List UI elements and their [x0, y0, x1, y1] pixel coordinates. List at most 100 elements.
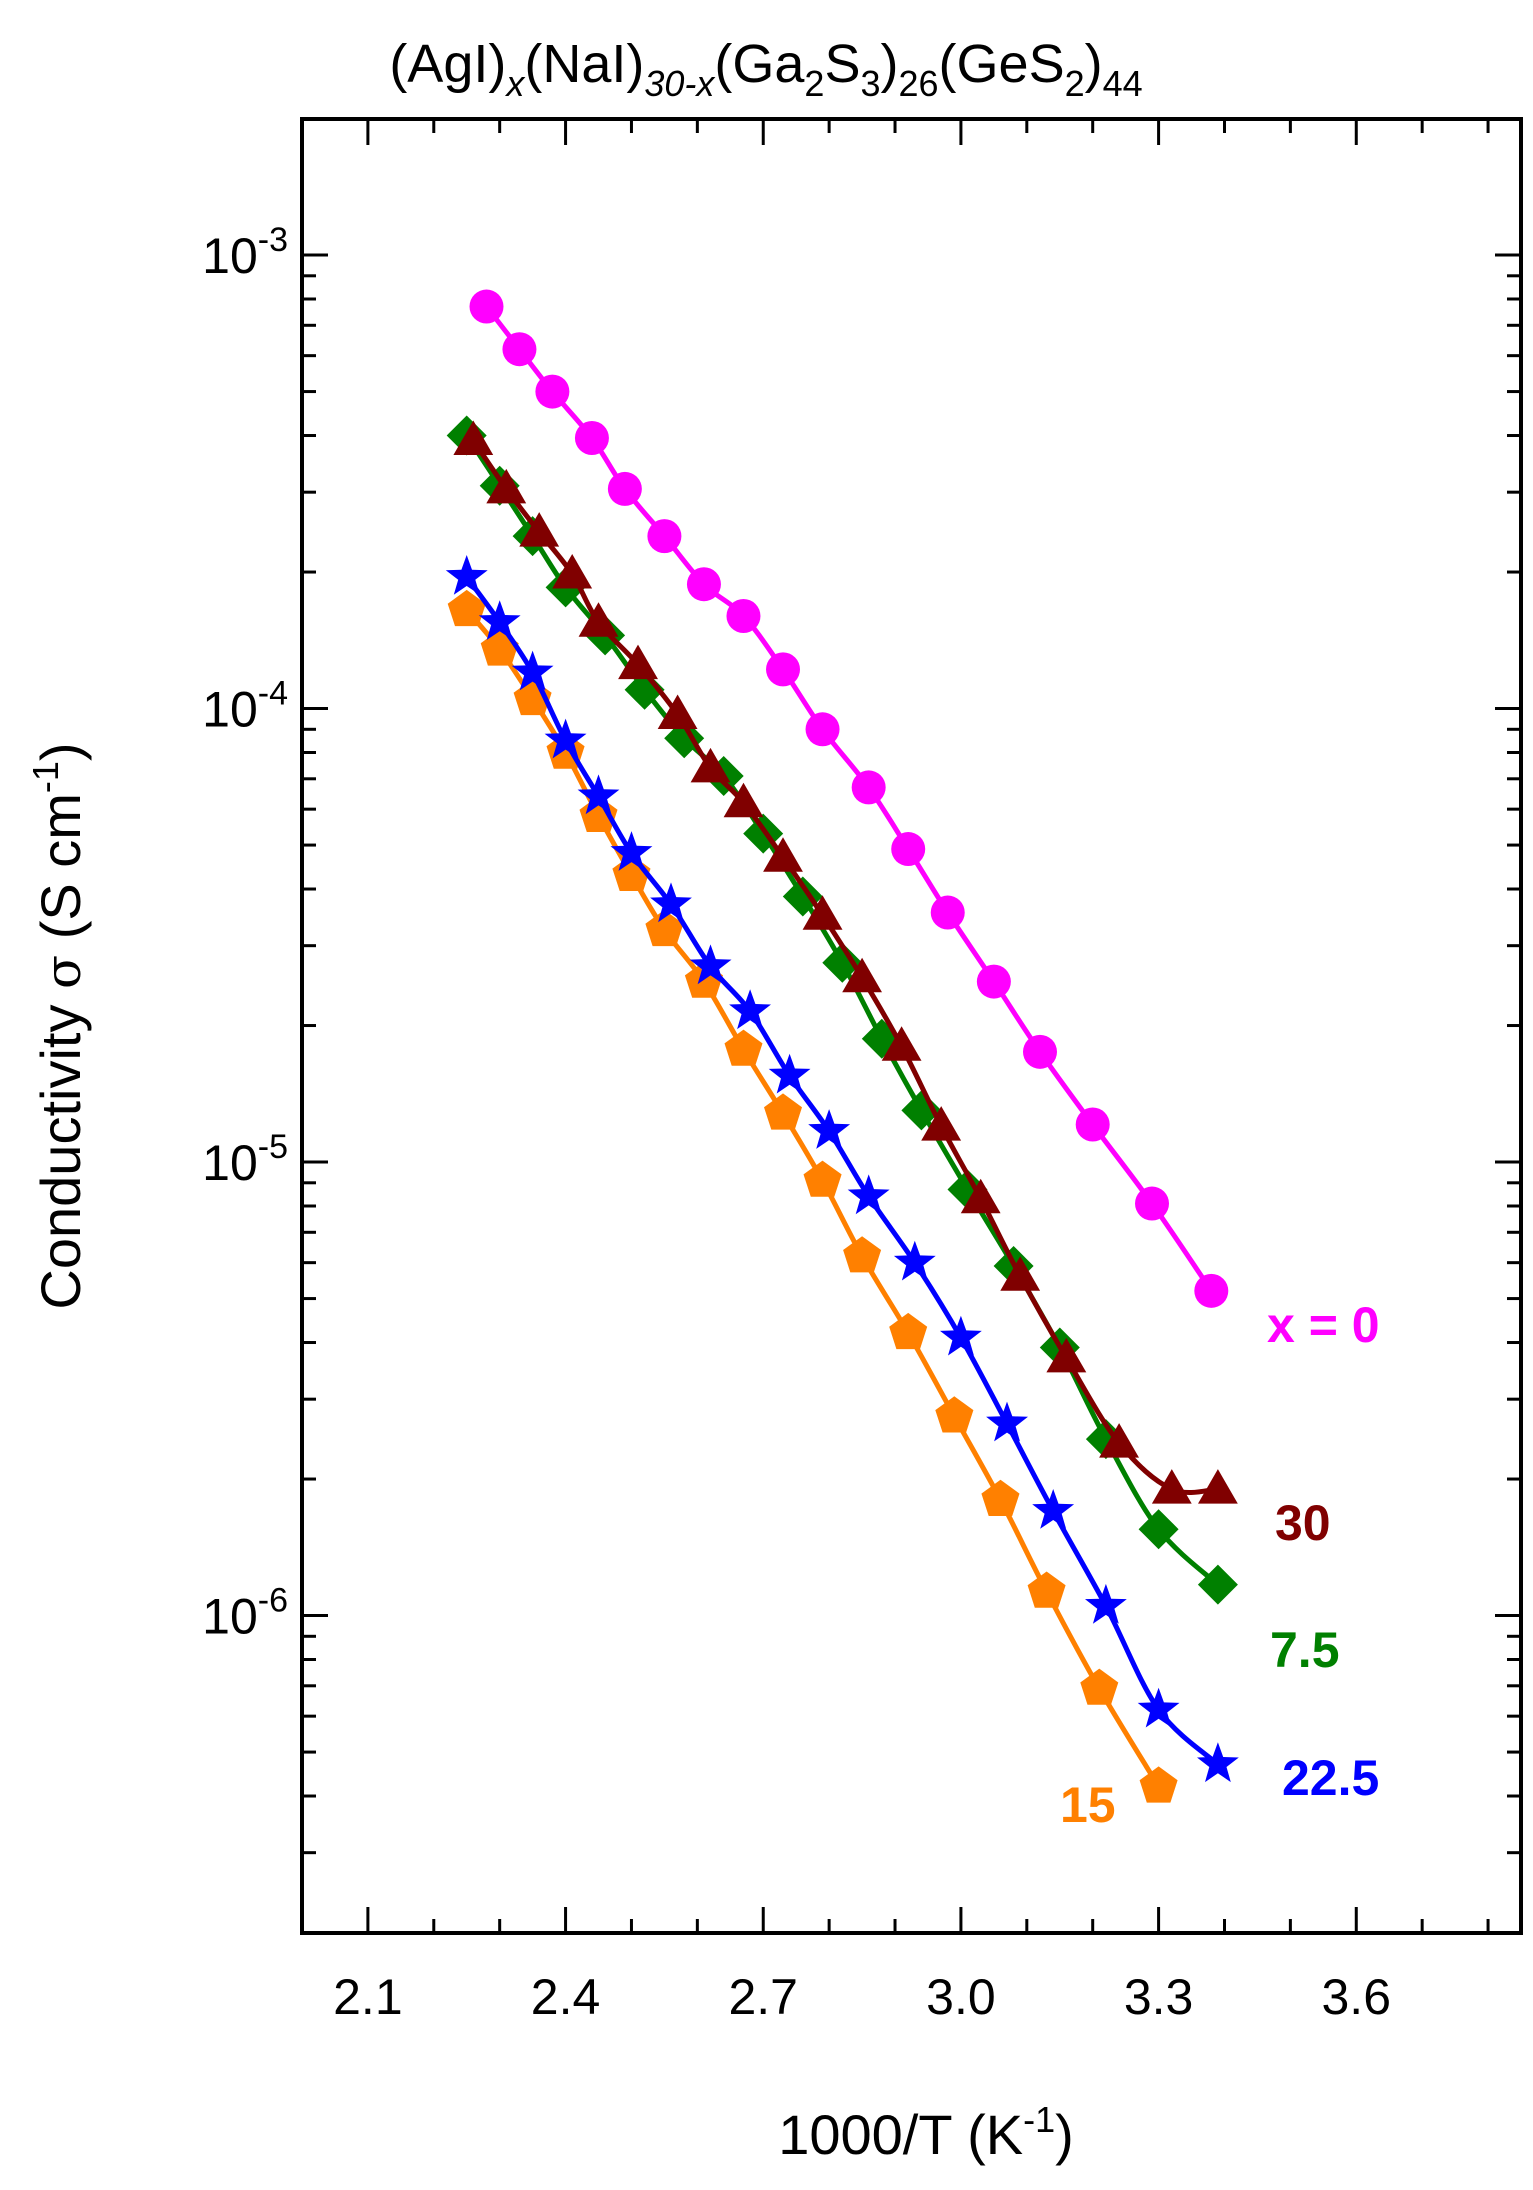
data-point: [486, 468, 527, 504]
data-point: [976, 964, 1011, 999]
data-point: [650, 882, 692, 923]
data-point: [1046, 1337, 1087, 1373]
x-tick-label: 3.0: [926, 1969, 996, 2025]
data-point: [552, 554, 593, 589]
y-tick-label: 10-3: [202, 221, 288, 284]
y-tick-label: 10-6: [202, 1582, 288, 1645]
data-point: [851, 770, 886, 805]
data-point: [618, 644, 658, 680]
data-point: [1139, 1766, 1178, 1803]
data-point: [502, 332, 537, 367]
data-point: [1032, 1489, 1075, 1529]
data-point: [803, 1160, 842, 1197]
series-15: [447, 589, 1178, 1803]
y-axis-label: Conductivity σ (S cm-1): [25, 742, 92, 1309]
data-point: [511, 650, 554, 691]
x-tick-label: 3.6: [1322, 1969, 1392, 2025]
series-22-5: [445, 555, 1239, 1783]
data-point: [843, 1236, 882, 1273]
data-point: [1137, 1687, 1180, 1728]
y-axis: 10-3 10-4 10-5 10-6: [202, 221, 1521, 1935]
data-point: [645, 909, 684, 947]
x-axis: 2.1 2.4 2.7 3.0 3.3 3.6: [300, 119, 1490, 2025]
data-point: [921, 1106, 962, 1141]
data-point: [1000, 1256, 1041, 1291]
data-point: [808, 1109, 851, 1149]
data-point: [724, 1029, 763, 1066]
data-point: [889, 1312, 928, 1350]
data-point: [1194, 1273, 1229, 1308]
data-point: [453, 420, 494, 455]
data-point: [764, 1093, 802, 1130]
data-point: [1198, 1469, 1238, 1504]
data-point: [940, 1315, 982, 1356]
data-point: [690, 747, 731, 783]
data-point: [445, 555, 488, 595]
data-point: [893, 1240, 936, 1281]
data-point: [1075, 1107, 1110, 1142]
data-point: [1197, 1564, 1238, 1605]
series-label-15: 15: [1060, 1777, 1116, 1833]
data-point: [610, 831, 653, 871]
data-point: [986, 1401, 1028, 1442]
data-point: [822, 942, 863, 983]
data-point: [1099, 1423, 1139, 1458]
data-point: [607, 471, 642, 506]
data-point: [689, 944, 732, 985]
data-point: [1135, 1186, 1170, 1221]
series-label-x0: x = 0: [1267, 1297, 1380, 1353]
data-point: [729, 989, 771, 1030]
data-point: [657, 694, 698, 729]
data-point: [805, 712, 840, 747]
data-point: [847, 1174, 890, 1215]
data-point: [881, 1026, 922, 1061]
data-point: [1085, 1583, 1127, 1624]
data-point: [535, 374, 570, 409]
series-line: [464, 434, 1220, 1587]
chart-title: (AgI)x(NaI)30-x(Ga2S3)26(GeS2)44: [389, 34, 1142, 104]
data-point: [842, 957, 882, 993]
data-point: [1197, 1742, 1239, 1783]
data-point: [782, 876, 823, 917]
data-point: [686, 567, 721, 602]
data-point: [624, 669, 665, 710]
series-line: [464, 608, 1161, 1788]
data-point: [930, 895, 965, 930]
data-point: [647, 519, 682, 554]
data-point: [726, 598, 761, 633]
data-point: [960, 1178, 1001, 1214]
data-point: [891, 832, 926, 867]
series-x-0: [469, 289, 1229, 1308]
series-layer: [445, 289, 1239, 1803]
data-point: [519, 512, 560, 547]
series-label-7-5: 7.5: [1270, 1622, 1340, 1678]
series-30: [453, 420, 1238, 1504]
x-tick-label: 3.3: [1124, 1969, 1194, 2025]
data-point: [1027, 1571, 1066, 1608]
x-tick-label: 2.7: [728, 1969, 798, 2025]
data-point: [901, 1090, 942, 1131]
data-point: [574, 420, 609, 455]
data-point: [478, 600, 521, 640]
data-point: [763, 837, 803, 872]
data-point: [935, 1396, 974, 1433]
x-tick-label: 2.1: [333, 1969, 403, 2025]
series-label-22-5: 22.5: [1282, 1750, 1379, 1806]
data-point: [1022, 1034, 1057, 1069]
data-point: [447, 589, 486, 627]
series-label-30: 30: [1275, 1495, 1331, 1551]
x-tick-label: 2.4: [531, 1969, 601, 2025]
data-point: [766, 652, 801, 687]
data-point: [981, 1479, 1020, 1516]
data-point: [1151, 1469, 1192, 1504]
data-point: [768, 1053, 811, 1094]
data-point: [578, 602, 619, 637]
data-point: [469, 289, 504, 324]
data-point: [1080, 1668, 1119, 1705]
x-axis-label: 1000/T (K-1): [778, 2099, 1074, 2166]
data-point: [577, 774, 620, 815]
data-point: [1138, 1509, 1179, 1550]
data-point: [544, 718, 587, 759]
y-tick-label: 10-4: [202, 675, 288, 738]
